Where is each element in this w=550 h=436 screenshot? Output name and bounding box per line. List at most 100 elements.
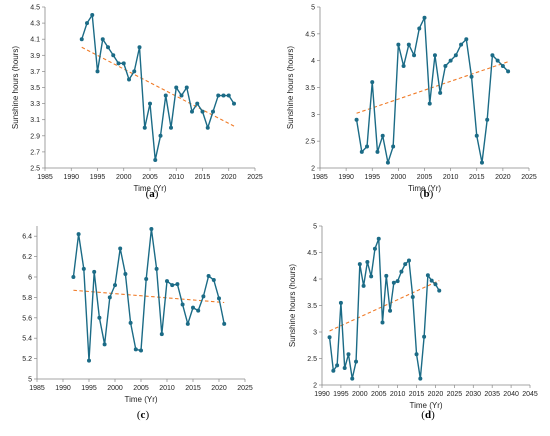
data-point — [376, 236, 381, 241]
data-point — [85, 21, 89, 26]
data-point — [418, 376, 423, 381]
data-point — [412, 53, 417, 58]
x-tick-label: 2015 — [195, 174, 211, 181]
x-tick-label: 1985 — [312, 174, 328, 181]
data-point — [448, 58, 453, 63]
data-point — [154, 266, 159, 271]
data-point — [158, 133, 163, 138]
data-point — [92, 269, 97, 274]
data-point — [111, 53, 116, 58]
chart-panel-b: 1985 1990 1995 2000 2005 2010 2015 2020 2025 2 2.5… — [286, 5, 537, 201]
data-point — [425, 273, 430, 278]
data-point — [500, 64, 505, 69]
x-tick-label: 2010 — [443, 174, 459, 181]
data-point — [372, 246, 377, 251]
y-tick-label: 5 — [28, 377, 32, 384]
data-point — [375, 149, 380, 154]
y-tick-label: 4 — [313, 277, 317, 284]
x-tick-label: 2015 — [469, 174, 485, 181]
chart-panel-c: 1985 1990 1995 2000 2005 2010 2015 2020 2025 5 5.2… — [22, 226, 253, 421]
x-tick-label: 2005 — [133, 385, 149, 392]
data-point — [195, 101, 200, 106]
data-point — [165, 279, 169, 284]
data-point — [459, 42, 464, 47]
data-point — [437, 288, 442, 293]
y-tick-label: 4.5 — [305, 31, 315, 38]
data-point — [153, 157, 158, 162]
data-point — [438, 90, 443, 95]
x-tick-label: 2020 — [428, 391, 444, 398]
data-point — [432, 53, 437, 58]
y-tick-label: 5 — [311, 5, 315, 12]
y-tick-label: 3.3 — [30, 101, 40, 108]
data-point — [464, 37, 469, 42]
x-tick-label: 1995 — [333, 391, 349, 398]
data-point — [211, 109, 215, 114]
x-tick-label: 2045 — [522, 391, 538, 398]
data-point — [331, 368, 336, 373]
data-point — [128, 320, 133, 325]
data-point — [427, 101, 432, 106]
trend-line — [356, 61, 509, 114]
data-point — [391, 144, 396, 149]
data-point — [191, 305, 195, 310]
data-point — [354, 359, 359, 364]
x-tick-label: 2010 — [159, 385, 175, 392]
data-point — [385, 160, 390, 165]
y-tick-label: 5.2 — [22, 356, 32, 363]
y-tick-label: 5 — [313, 224, 317, 231]
data-point — [406, 42, 411, 47]
x-axis-title: Time (Yr) — [408, 184, 441, 193]
data-point — [149, 227, 154, 232]
x-tick-label: 2015 — [409, 391, 425, 398]
data-point — [127, 77, 131, 82]
x-tick-label: 2025 — [447, 391, 463, 398]
data-point — [132, 69, 137, 74]
data-point — [190, 109, 194, 114]
x-tick-label: 1990 — [338, 174, 354, 181]
data-point — [469, 74, 474, 79]
x-tick-label: 2025 — [247, 174, 263, 181]
data-point — [205, 125, 210, 130]
data-point — [338, 300, 343, 305]
chart-panel-d: 1990 1995 2000 2005 2010 2015 2020 2025 2030 2035… — [288, 224, 538, 422]
data-point — [369, 274, 374, 279]
data-point — [396, 42, 401, 47]
data-point — [490, 53, 495, 58]
x-tick-label: 2005 — [417, 174, 433, 181]
y-tick-label: 3.9 — [30, 53, 40, 60]
y-tick-label: 5.6 — [22, 315, 32, 322]
data-point — [107, 295, 112, 300]
y-tick-label: 3.5 — [307, 303, 317, 310]
data-point — [335, 363, 340, 368]
data-point — [391, 280, 396, 285]
x-axis-title: Time (Yr) — [133, 184, 166, 193]
data-point — [479, 160, 484, 165]
panel-label: (a) — [146, 188, 159, 200]
y-tick-label: 3.5 — [30, 85, 40, 92]
data-point — [380, 320, 385, 325]
y-tick-label: 3.5 — [305, 85, 315, 92]
y-tick-label: 2 — [313, 383, 317, 390]
panel-label: (d) — [421, 409, 435, 421]
y-tick-label: 3.1 — [30, 117, 40, 124]
data-point — [410, 295, 415, 300]
data-point — [133, 347, 138, 352]
chart-panel-a: 1985 1990 1995 2000 2005 2010 2015 2020 2025 2.5 2… — [11, 5, 263, 201]
y-tick-label: 3.7 — [30, 69, 40, 76]
data-point — [201, 294, 206, 299]
x-axis-title: Time (Yr) — [409, 401, 442, 410]
y-tick-label: 4.5 — [30, 5, 40, 12]
x-tick-label: 2040 — [503, 391, 519, 398]
data-point — [200, 109, 205, 114]
series-line — [72, 228, 225, 362]
panel-label: (b) — [420, 188, 434, 200]
y-tick-label: 2 — [311, 166, 315, 173]
x-tick-label: 2000 — [107, 385, 123, 392]
x-tick-label: 2025 — [521, 174, 537, 181]
data-point — [395, 279, 400, 284]
x-tick-label: 2000 — [391, 174, 407, 181]
x-tick-label: 2005 — [142, 174, 158, 181]
data-point — [116, 61, 121, 66]
y-tick-label: 4.5 — [307, 250, 317, 257]
